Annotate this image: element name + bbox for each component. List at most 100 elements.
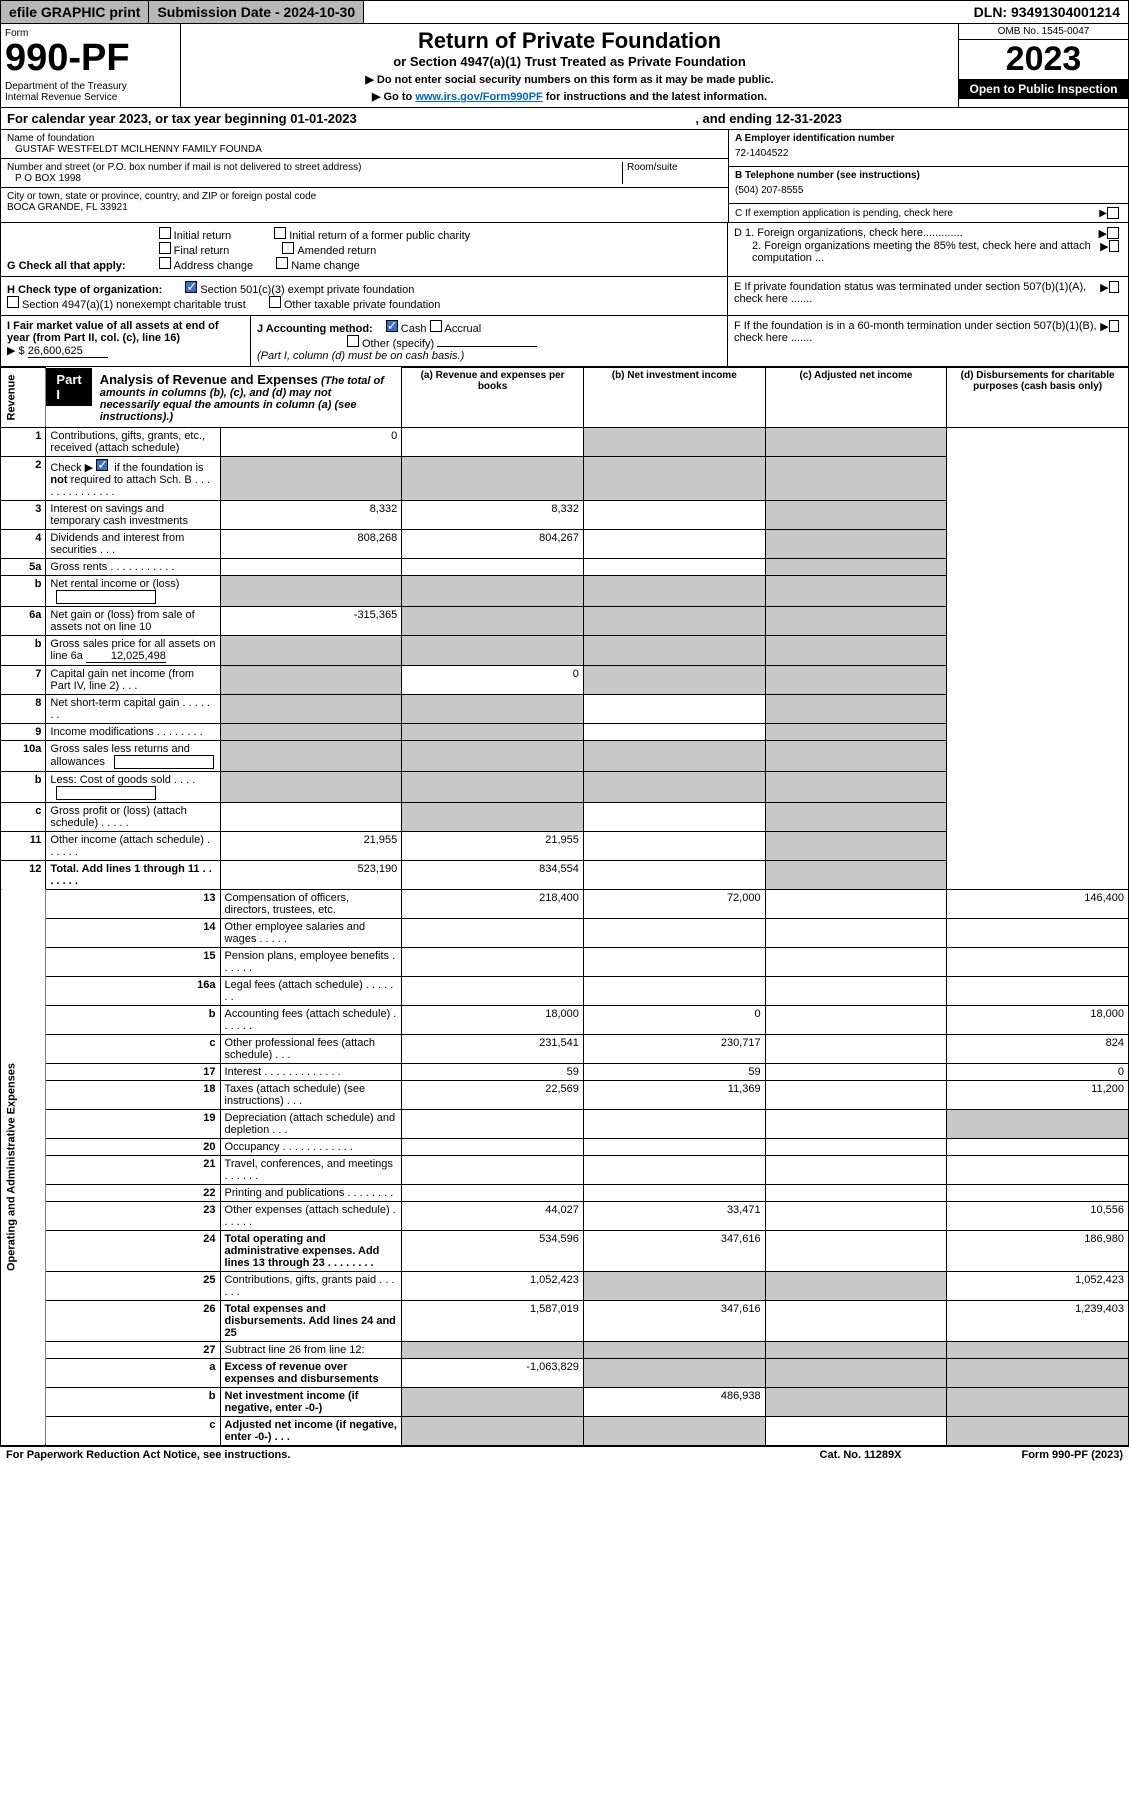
cell-c xyxy=(765,1387,947,1416)
cash-chk[interactable] xyxy=(386,320,398,332)
row-number: 21 xyxy=(46,1155,220,1184)
other-method-chk[interactable] xyxy=(347,335,359,347)
f-checkbox[interactable] xyxy=(1109,320,1119,332)
table-row: aExcess of revenue over expenses and dis… xyxy=(1,1358,1129,1387)
cell-c xyxy=(765,1416,947,1445)
form-subtitle: or Section 4947(a)(1) Trust Treated as P… xyxy=(185,54,954,69)
row-number: b xyxy=(46,1387,220,1416)
row-label: Accounting fees (attach schedule) . . . … xyxy=(220,1005,402,1034)
accrual-lbl: Accrual xyxy=(445,323,482,335)
table-row: 6aNet gain or (loss) from sale of assets… xyxy=(1,606,1129,635)
cell-c xyxy=(765,1271,947,1300)
cell-b xyxy=(402,802,584,831)
cell-d xyxy=(947,947,1129,976)
table-row: bNet rental income or (loss) xyxy=(1,575,1129,606)
final-return-chk[interactable] xyxy=(159,242,171,254)
row-label: Interest on savings and temporary cash i… xyxy=(46,500,220,529)
cell-b xyxy=(583,1358,765,1387)
cell-b: 8,332 xyxy=(402,500,584,529)
row-number: 4 xyxy=(1,529,46,558)
initial-former-chk[interactable] xyxy=(274,227,286,239)
cell-c xyxy=(583,427,765,456)
row-number: 3 xyxy=(1,500,46,529)
501c3-chk[interactable] xyxy=(185,281,197,293)
row-number: 25 xyxy=(46,1271,220,1300)
cell-d xyxy=(947,1358,1129,1387)
row-number: 24 xyxy=(46,1230,220,1271)
row-label: Gross rents . . . . . . . . . . . xyxy=(46,558,220,575)
cell-c xyxy=(583,831,765,860)
name-change-chk[interactable] xyxy=(276,257,288,269)
table-row: 16aLegal fees (attach schedule) . . . . … xyxy=(1,976,1129,1005)
row-number: 5a xyxy=(1,558,46,575)
cell-c xyxy=(583,529,765,558)
row-number: 22 xyxy=(46,1184,220,1201)
j-note: (Part I, column (d) must be on cash basi… xyxy=(257,350,464,362)
row-number: 11 xyxy=(1,831,46,860)
cell-a xyxy=(220,665,402,694)
g-opt-0: Initial return xyxy=(174,230,231,242)
accrual-chk[interactable] xyxy=(430,320,442,332)
row-number: 2 xyxy=(1,456,46,500)
cell-b xyxy=(402,771,584,802)
schB-chk[interactable] xyxy=(96,459,108,471)
c-checkbox[interactable] xyxy=(1107,207,1119,219)
cal-year-a: For calendar year 2023, or tax year begi… xyxy=(7,111,357,126)
initial-return-chk[interactable] xyxy=(159,227,171,239)
d1-checkbox[interactable] xyxy=(1107,227,1119,239)
form-ref-num: 990-PF xyxy=(1052,1449,1088,1461)
form-header-center: Return of Private Foundation or Section … xyxy=(181,24,958,107)
row-label: Occupancy . . . . . . . . . . . . xyxy=(220,1138,402,1155)
cell-b xyxy=(402,575,584,606)
row-number: 1 xyxy=(1,427,46,456)
cell-a: 21,955 xyxy=(220,831,402,860)
row-label: Other professional fees (attach schedule… xyxy=(220,1034,402,1063)
row-label: Net rental income or (loss) xyxy=(46,575,220,606)
address-change-chk[interactable] xyxy=(159,257,171,269)
cell-a xyxy=(220,771,402,802)
row-label: Excess of revenue over expenses and disb… xyxy=(220,1358,402,1387)
row-label: Contributions, gifts, grants, etc., rece… xyxy=(46,427,220,456)
efile-print-label[interactable]: efile GRAPHIC print xyxy=(1,1,149,23)
cell-c xyxy=(765,947,947,976)
cell-b xyxy=(583,1271,765,1300)
cell-d: 0 xyxy=(947,1063,1129,1080)
amended-return-chk[interactable] xyxy=(282,242,294,254)
goto-pre: ▶ Go to xyxy=(372,91,415,103)
cell-c xyxy=(765,1230,947,1271)
row-number: c xyxy=(1,802,46,831)
table-row: 7Capital gain net income (from Part IV, … xyxy=(1,665,1129,694)
cell-c xyxy=(583,456,765,500)
cell-b xyxy=(402,456,584,500)
e-checkbox[interactable] xyxy=(1109,281,1119,293)
form990pf-link[interactable]: www.irs.gov/Form990PF xyxy=(415,91,542,103)
cell-b: 486,938 xyxy=(583,1387,765,1416)
cell-c xyxy=(583,558,765,575)
ein-row: A Employer identification number 72-1404… xyxy=(729,130,1128,167)
cell-a: 18,000 xyxy=(402,1005,584,1034)
row-label: Taxes (attach schedule) (see instruction… xyxy=(220,1080,402,1109)
row-label: Adjusted net income (if negative, enter … xyxy=(220,1416,402,1445)
d2-checkbox[interactable] xyxy=(1109,240,1119,252)
table-row: 20Occupancy . . . . . . . . . . . . xyxy=(1,1138,1129,1155)
table-row: 2Check ▶ if the foundation is not requir… xyxy=(1,456,1129,500)
table-row: 10aGross sales less returns and allowanc… xyxy=(1,740,1129,771)
4947-chk[interactable] xyxy=(7,296,19,308)
row-number: 26 xyxy=(46,1300,220,1341)
table-row: 23Other expenses (attach schedule) . . .… xyxy=(1,1201,1129,1230)
row-label: Subtract line 26 from line 12: xyxy=(220,1341,402,1358)
row-number: 18 xyxy=(46,1080,220,1109)
row-number: 19 xyxy=(46,1109,220,1138)
other-taxable-chk[interactable] xyxy=(269,296,281,308)
cell-b: 804,267 xyxy=(402,529,584,558)
cell-a: 8,332 xyxy=(220,500,402,529)
cell-c xyxy=(583,771,765,802)
g-opt-5: Name change xyxy=(291,260,360,272)
cell-c xyxy=(583,635,765,665)
cell-d xyxy=(765,606,947,635)
cell-c xyxy=(765,918,947,947)
cell-d: 1,239,403 xyxy=(947,1300,1129,1341)
cell-d: 824 xyxy=(947,1034,1129,1063)
cell-a xyxy=(220,740,402,771)
cell-b xyxy=(583,1416,765,1445)
